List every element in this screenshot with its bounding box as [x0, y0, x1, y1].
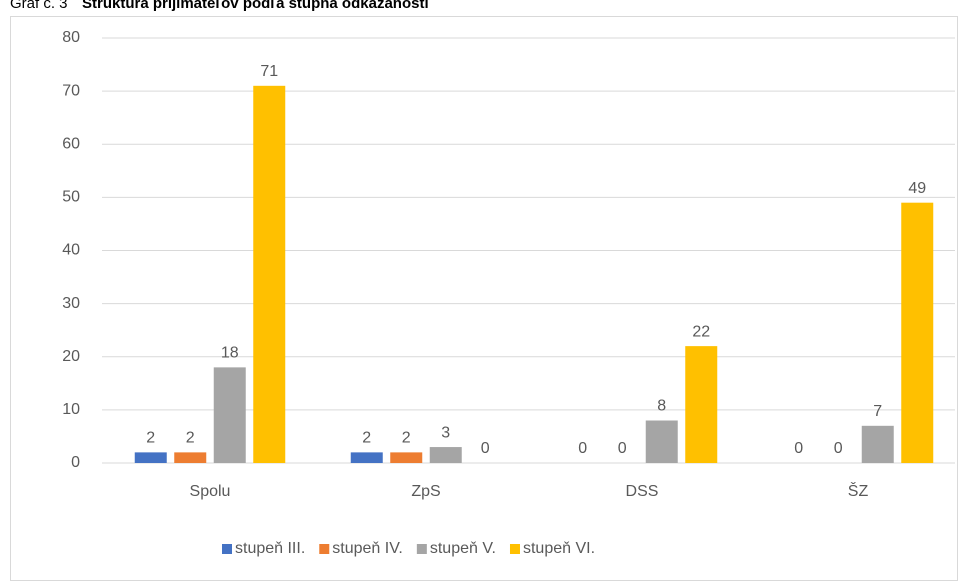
chart-title: Štruktúra prijímateľov podľa stupňa odká…: [82, 0, 429, 12]
data-label: 0: [618, 440, 627, 457]
data-label: 49: [908, 180, 926, 197]
y-tick-label: 60: [62, 135, 80, 152]
y-tick-label: 0: [71, 454, 80, 471]
data-label: 8: [657, 398, 666, 415]
y-tick-label: 50: [62, 189, 80, 206]
data-label: 2: [362, 430, 371, 447]
data-label: 2: [402, 430, 411, 447]
x-tick-label: ŠZ: [848, 481, 869, 500]
legend-swatch: [319, 544, 330, 554]
bar: [213, 367, 246, 463]
x-tick-label: ZpS: [411, 483, 440, 500]
data-label: 2: [186, 430, 195, 447]
data-label: 2: [146, 430, 155, 447]
legend-swatch: [222, 544, 232, 554]
bar: [901, 202, 934, 463]
data-label: 0: [794, 440, 803, 457]
data-label: 18: [221, 345, 239, 362]
bar: [645, 420, 678, 463]
legend-swatch: [509, 544, 520, 554]
x-tick-label: Spolu: [190, 483, 231, 500]
legend-swatch: [416, 544, 427, 554]
data-label: 7: [873, 403, 882, 420]
y-tick-label: 70: [62, 82, 80, 99]
data-label: 0: [481, 440, 490, 457]
data-label: 0: [578, 440, 587, 457]
data-label: 71: [260, 63, 278, 80]
y-tick-label: 30: [62, 295, 80, 312]
bar: [253, 85, 286, 463]
legend-label: stupeň V.: [430, 540, 496, 557]
bar: [390, 452, 423, 463]
chart-frame: [10, 16, 958, 581]
bar: [685, 346, 718, 463]
bar: [350, 452, 383, 463]
chart-title-prefix: Graf č. 3: [10, 0, 68, 12]
y-tick-label: 40: [62, 242, 80, 259]
data-label: 3: [441, 424, 450, 441]
legend-label: stupeň VI.: [523, 540, 595, 557]
bar: [429, 447, 462, 463]
data-label: 22: [692, 323, 710, 340]
bar: [174, 452, 207, 463]
legend-label: stupeň IV.: [332, 540, 403, 557]
data-label: 0: [834, 440, 843, 457]
y-tick-label: 20: [62, 348, 80, 365]
y-tick-label: 10: [62, 401, 80, 418]
bar: [861, 425, 894, 463]
y-tick-label: 80: [62, 29, 80, 46]
x-tick-label: DSS: [626, 483, 659, 500]
legend-label: stupeň III.: [235, 540, 305, 557]
bar: [134, 452, 167, 463]
